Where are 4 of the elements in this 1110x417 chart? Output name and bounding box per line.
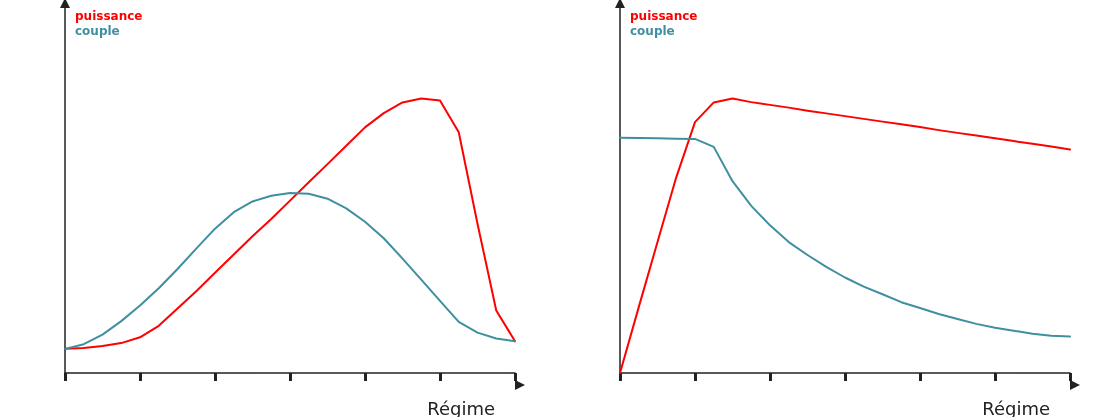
text: couple: [75, 24, 120, 38]
text: couple: [630, 24, 675, 38]
text: puissance: [75, 9, 143, 23]
text: puissance: [630, 9, 698, 23]
